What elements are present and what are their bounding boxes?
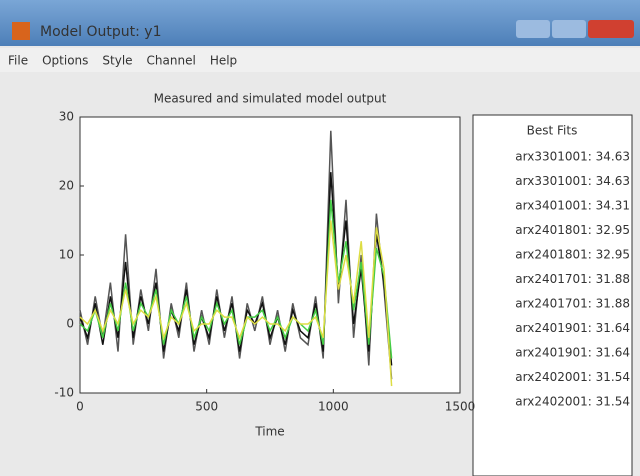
menu-bar (0, 48, 640, 72)
best-fit-entry[interactable]: arx3401001: 34.31 (515, 199, 630, 213)
window-title: Model Output: y1 (40, 24, 161, 40)
best-fit-entry[interactable]: arx3301001: 34.63 (515, 150, 630, 164)
best-fit-entry[interactable]: arx2401901: 31.64 (515, 321, 630, 335)
y-tick-label: 20 (59, 179, 74, 193)
x-tick-label: 1500 (445, 400, 476, 414)
best-fit-entry[interactable]: arx2402001: 31.54 (515, 370, 630, 384)
best-fit-entry[interactable]: arx2401801: 32.95 (515, 223, 630, 237)
x-axis-label: Time (254, 425, 284, 439)
maximize-button[interactable] (552, 20, 586, 38)
best-fits-box (472, 114, 633, 476)
menu-item[interactable]: File (8, 54, 28, 68)
y-tick-label: 30 (59, 110, 74, 124)
y-tick-label: -10 (54, 386, 74, 400)
app-icon (12, 22, 30, 40)
menu-item[interactable]: Style (102, 54, 132, 68)
best-fits-title: Best Fits (527, 124, 578, 138)
x-tick-label: 1000 (318, 400, 349, 414)
y-tick-label: 10 (59, 248, 74, 262)
close-button[interactable] (588, 20, 634, 38)
menu-item[interactable]: Help (210, 54, 237, 68)
best-fit-entry[interactable]: arx2401701: 31.88 (515, 272, 630, 286)
best-fit-entry[interactable]: arx3301001: 34.63 (515, 174, 630, 188)
best-fit-entry[interactable]: arx2402001: 31.54 (515, 395, 630, 409)
plot-area (79, 116, 461, 394)
x-tick-label: 500 (195, 400, 218, 414)
chart-title: Measured and simulated model output (154, 92, 387, 106)
x-tick-label: 0 (76, 400, 84, 414)
best-fit-entry[interactable]: arx2401801: 32.95 (515, 248, 630, 262)
best-fit-entry[interactable]: arx2401901: 31.64 (515, 346, 630, 360)
best-fit-entry[interactable]: arx2401701: 31.88 (515, 297, 630, 311)
minimize-button[interactable] (516, 20, 550, 38)
menu-item[interactable]: Channel (147, 54, 196, 68)
menu-item[interactable]: Options (42, 54, 88, 68)
series-line (79, 220, 393, 387)
y-tick-label: 0 (66, 317, 74, 331)
